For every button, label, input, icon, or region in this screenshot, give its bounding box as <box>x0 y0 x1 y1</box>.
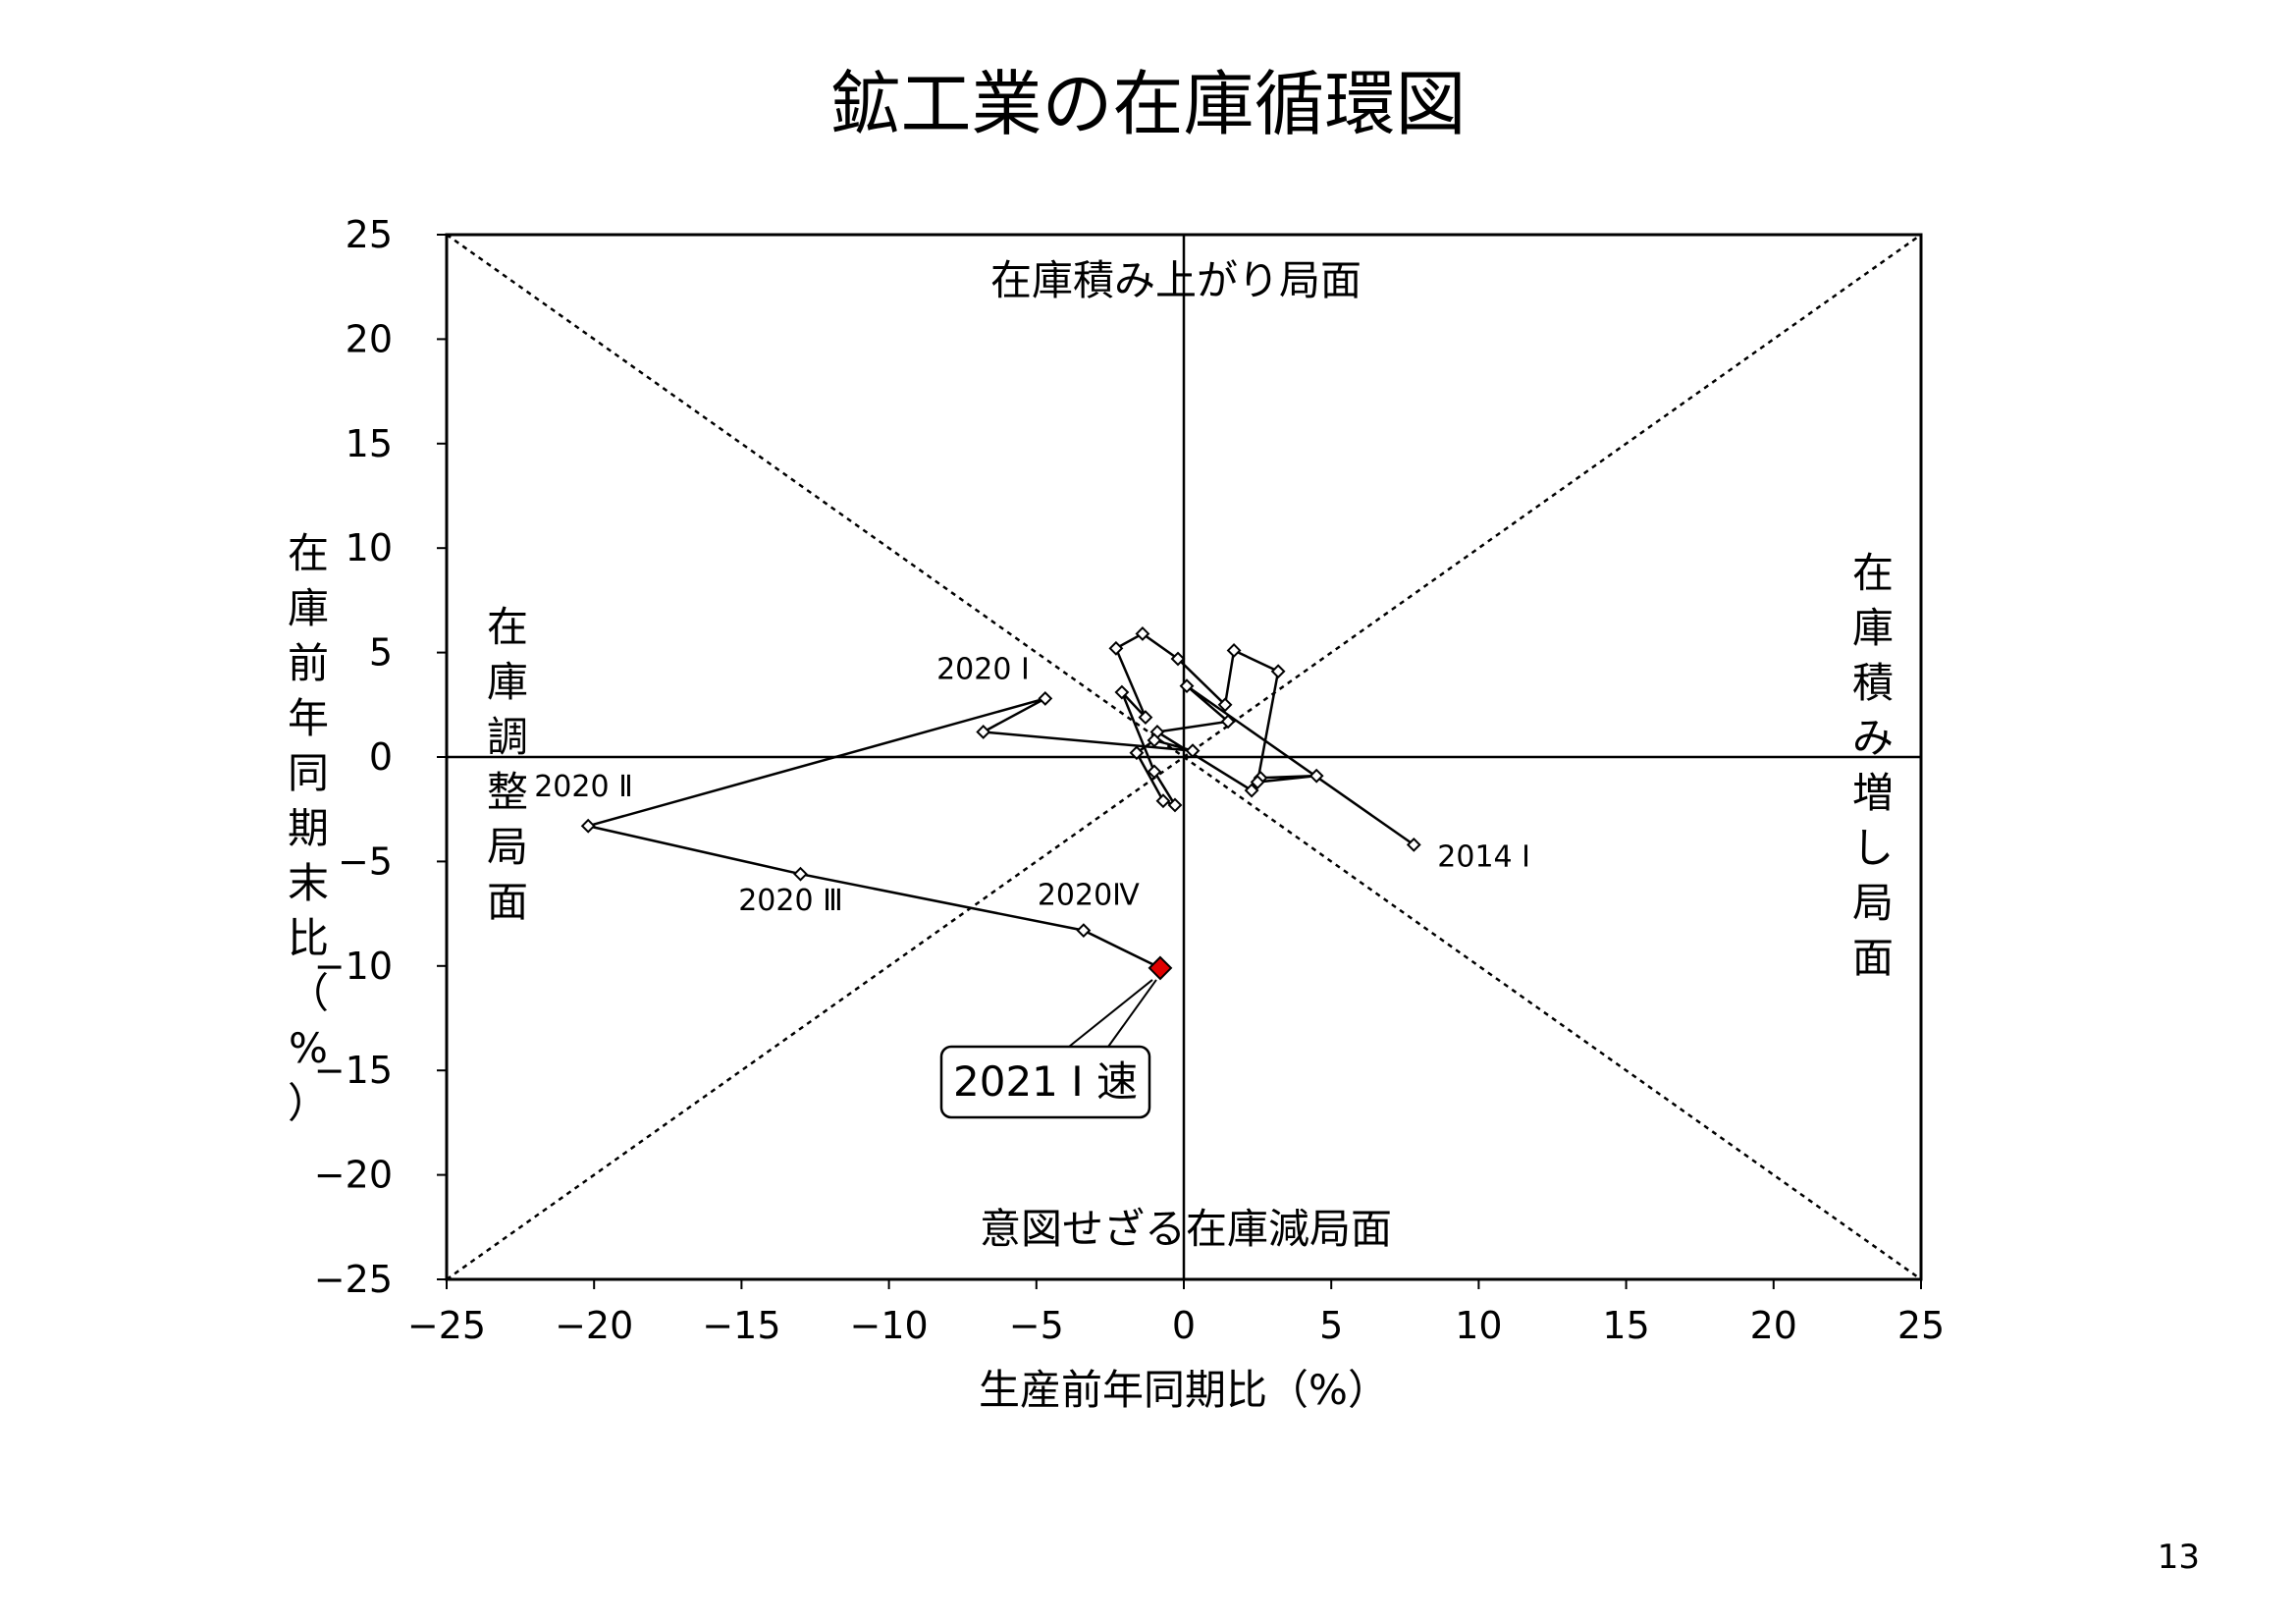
y-tick-label: 10 <box>346 526 393 569</box>
data-point <box>1138 710 1153 725</box>
data-point <box>1220 714 1236 730</box>
data-point <box>1244 783 1259 798</box>
data-point <box>1147 732 1162 748</box>
y-tick-label: 15 <box>346 422 393 465</box>
data-point <box>1108 640 1124 656</box>
data-point <box>793 866 808 882</box>
callout-box <box>939 1045 1151 1119</box>
page-number: 13 <box>2157 1538 2200 1577</box>
x-tick-label: −25 <box>407 1304 486 1347</box>
point-label: 2020Ⅳ <box>1038 879 1140 913</box>
data-point <box>1076 923 1092 939</box>
x-tick-label: 20 <box>1750 1304 1797 1347</box>
data-point <box>1167 797 1183 813</box>
data-point <box>1308 768 1324 784</box>
page-title: 鉱工業の在庫循環図 <box>829 63 1467 145</box>
x-axis-title: 生産前年同期比（%） <box>979 1366 1389 1414</box>
data-point <box>1226 643 1242 658</box>
point-label: 2020 Ⅱ <box>534 770 633 804</box>
x-tick-label: 5 <box>1319 1304 1343 1347</box>
quadrant-label-left: 在庫調整局面 <box>487 603 528 926</box>
x-tick-label: 15 <box>1602 1304 1649 1347</box>
data-point <box>1129 745 1145 761</box>
y-tick-label: −10 <box>314 945 393 988</box>
data-point <box>580 818 596 834</box>
data-point <box>1250 775 1265 789</box>
x-tick-label: 0 <box>1172 1304 1196 1347</box>
data-point <box>1270 664 1286 679</box>
highlight-point <box>1148 955 1173 981</box>
data-point <box>1170 651 1186 667</box>
data-point <box>1114 684 1130 700</box>
y-tick-label: −5 <box>338 839 393 883</box>
y-tick-label: −25 <box>314 1258 393 1301</box>
diagonal-line-negative <box>446 233 1922 1281</box>
data-point <box>1217 697 1233 713</box>
callout-leader <box>1107 979 1157 1048</box>
data-point <box>1406 837 1421 852</box>
y-tick-label: −15 <box>314 1049 393 1092</box>
data-point <box>1179 678 1195 694</box>
x-tick-label: 25 <box>1897 1304 1945 1347</box>
data-point <box>1147 764 1162 780</box>
data-point <box>1038 691 1053 706</box>
callout-label: 2021 Ⅰ 速 <box>953 1057 1138 1106</box>
quadrant-label-top: 在庫積み上がり局面 <box>990 256 1362 304</box>
y-tick-label: 20 <box>346 317 393 360</box>
callout-leader <box>1068 979 1153 1048</box>
x-tick-label: −15 <box>702 1304 780 1347</box>
data-point <box>1155 793 1171 809</box>
x-tick-label: −5 <box>1009 1304 1064 1347</box>
x-tick-label: −20 <box>555 1304 633 1347</box>
x-tick-label: 10 <box>1455 1304 1502 1347</box>
data-point <box>1185 743 1201 759</box>
y-tick-label: 5 <box>369 631 393 675</box>
point-label: 2020 Ⅲ <box>738 884 843 918</box>
point-label: 2014 Ⅰ <box>1437 839 1530 874</box>
y-axis-title: 在庫前年同期末比（%） <box>288 529 329 1127</box>
y-tick-label: 0 <box>369 735 393 779</box>
y-tick-label: 25 <box>346 213 393 256</box>
point-label: 2020 Ⅰ <box>936 652 1030 686</box>
data-point <box>1135 626 1150 641</box>
y-tick-label: −20 <box>314 1154 393 1197</box>
quadrant-label-bottom: 意図せざる在庫減局面 <box>980 1205 1392 1253</box>
data-point <box>976 725 991 739</box>
x-tick-label: −10 <box>849 1304 928 1347</box>
quadrant-label-right: 在庫積み増し局面 <box>1852 549 1894 982</box>
